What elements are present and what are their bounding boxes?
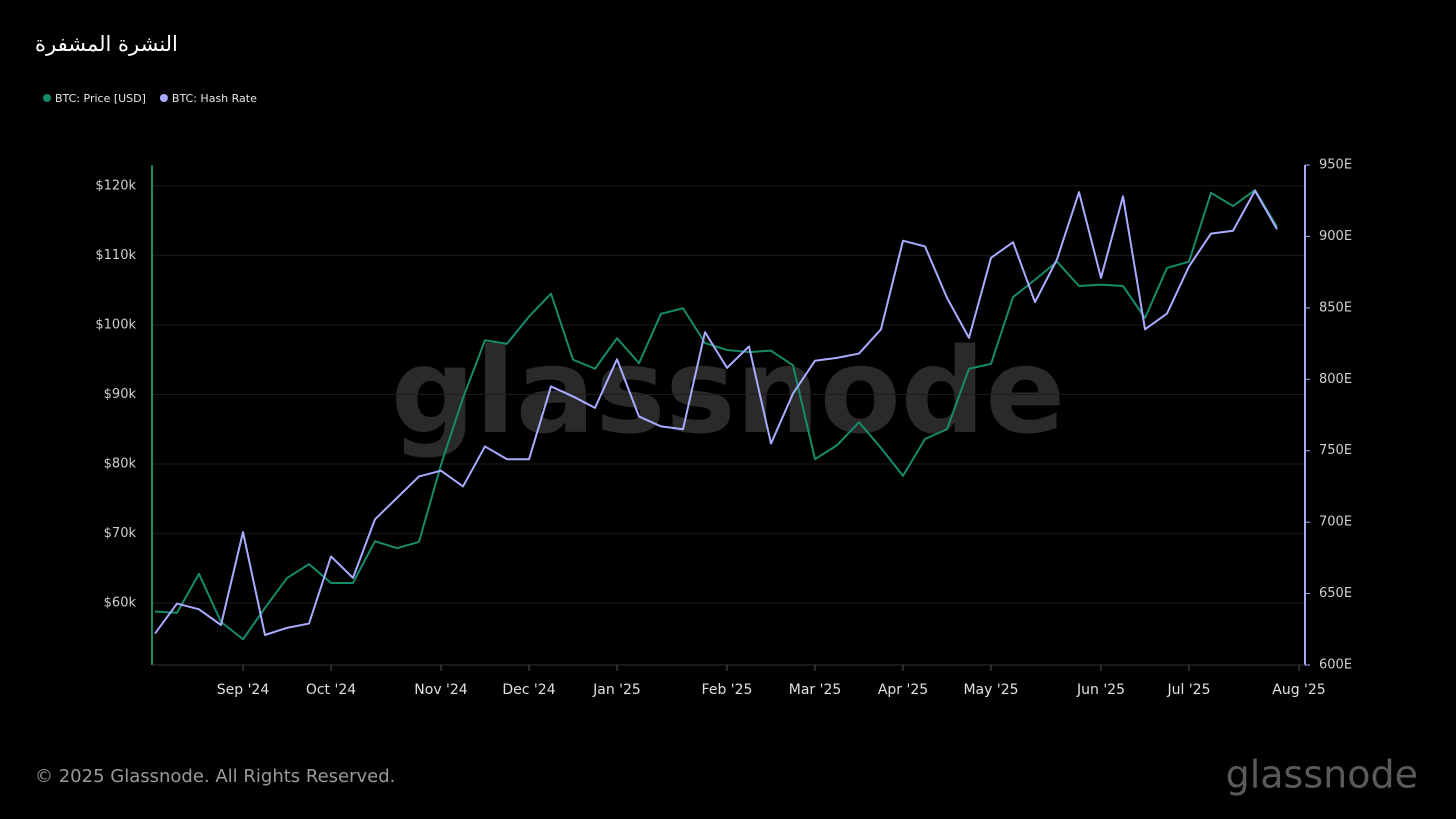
y2-tick-label: 700E — [1319, 515, 1352, 530]
line-series — [154, 189, 1278, 641]
y2-tick-label: 900E — [1319, 229, 1352, 244]
y-tick-label: $90k — [104, 387, 137, 402]
x-tick-label: Jun '25 — [1076, 682, 1125, 698]
y2-tick-label: 850E — [1319, 300, 1352, 315]
y2-tick-label: 950E — [1319, 158, 1352, 173]
copyright: © 2025 Glassnode. All Rights Reserved. — [35, 766, 395, 787]
legend-marker — [159, 94, 168, 102]
x-tick-label: Jul '25 — [1166, 682, 1210, 698]
legend-label: BTC: Price [USD] — [55, 92, 146, 105]
line-series — [154, 189, 1278, 636]
y2-tick-label: 750E — [1319, 443, 1352, 458]
x-tick-label: Dec '24 — [502, 682, 555, 698]
legend-marker — [43, 94, 51, 102]
x-tick-label: Oct '24 — [306, 682, 356, 698]
y2-tick-label: 600E — [1319, 658, 1352, 673]
logo: glassnode — [1226, 753, 1418, 797]
y2-tick-label: 650E — [1319, 586, 1352, 601]
y-tick-label: $80k — [104, 457, 137, 472]
x-tick-label: Aug '25 — [1272, 682, 1325, 698]
x-tick-label: Jan '25 — [592, 682, 641, 698]
y-tick-label: $70k — [104, 526, 137, 541]
x-tick-label: Nov '24 — [414, 682, 468, 698]
x-tick-label: Apr '25 — [878, 682, 928, 698]
y-tick-label: $100k — [95, 317, 136, 332]
watermark: glassnode — [391, 322, 1066, 460]
x-tick-label: Sep '24 — [217, 682, 270, 698]
x-tick-label: May '25 — [963, 682, 1018, 698]
chart-title: النشرة المشفرة — [35, 32, 178, 56]
x-tick-label: Mar '25 — [789, 682, 842, 698]
y-tick-label: $60k — [104, 596, 137, 611]
y-tick-label: $110k — [95, 248, 136, 263]
y-tick-label: $120k — [95, 178, 136, 193]
y2-tick-label: 800E — [1319, 372, 1352, 387]
legend-label: BTC: Hash Rate — [172, 92, 257, 105]
x-tick-label: Feb '25 — [702, 682, 753, 698]
